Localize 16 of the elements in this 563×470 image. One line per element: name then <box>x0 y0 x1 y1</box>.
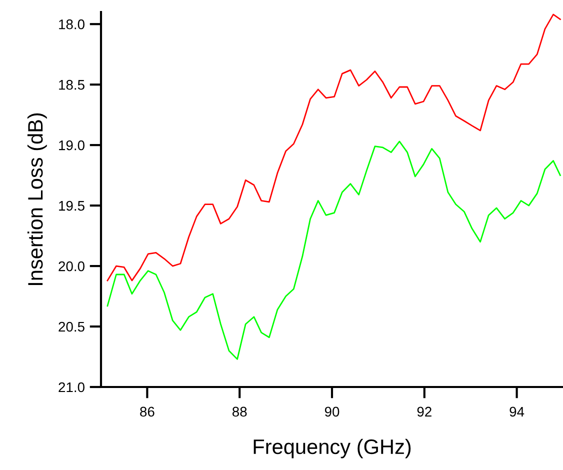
y-tick-label: 19.0 <box>59 140 84 150</box>
x-tick-label: 94 <box>510 406 524 417</box>
x-tick-label: 92 <box>417 406 432 417</box>
y-axis-title: Insertion Loss (dB) <box>27 113 47 285</box>
line-series <box>106 140 561 360</box>
y-tick-label: 18.0 <box>59 19 84 30</box>
y-tick-label: 20.0 <box>58 261 84 272</box>
x-tick-label: 86 <box>140 406 154 417</box>
x-axis-title: Frequency (GHz) <box>254 438 411 458</box>
x-tick-label: 90 <box>324 406 340 417</box>
x-tick-label: 88 <box>232 406 247 417</box>
y-tick-label: 20.5 <box>58 322 84 332</box>
y-tick-label: 21.0 <box>58 382 84 392</box>
y-tick-label: 18.5 <box>59 80 84 90</box>
y-tick-label: 19.5 <box>59 200 84 211</box>
line-series <box>106 14 561 282</box>
